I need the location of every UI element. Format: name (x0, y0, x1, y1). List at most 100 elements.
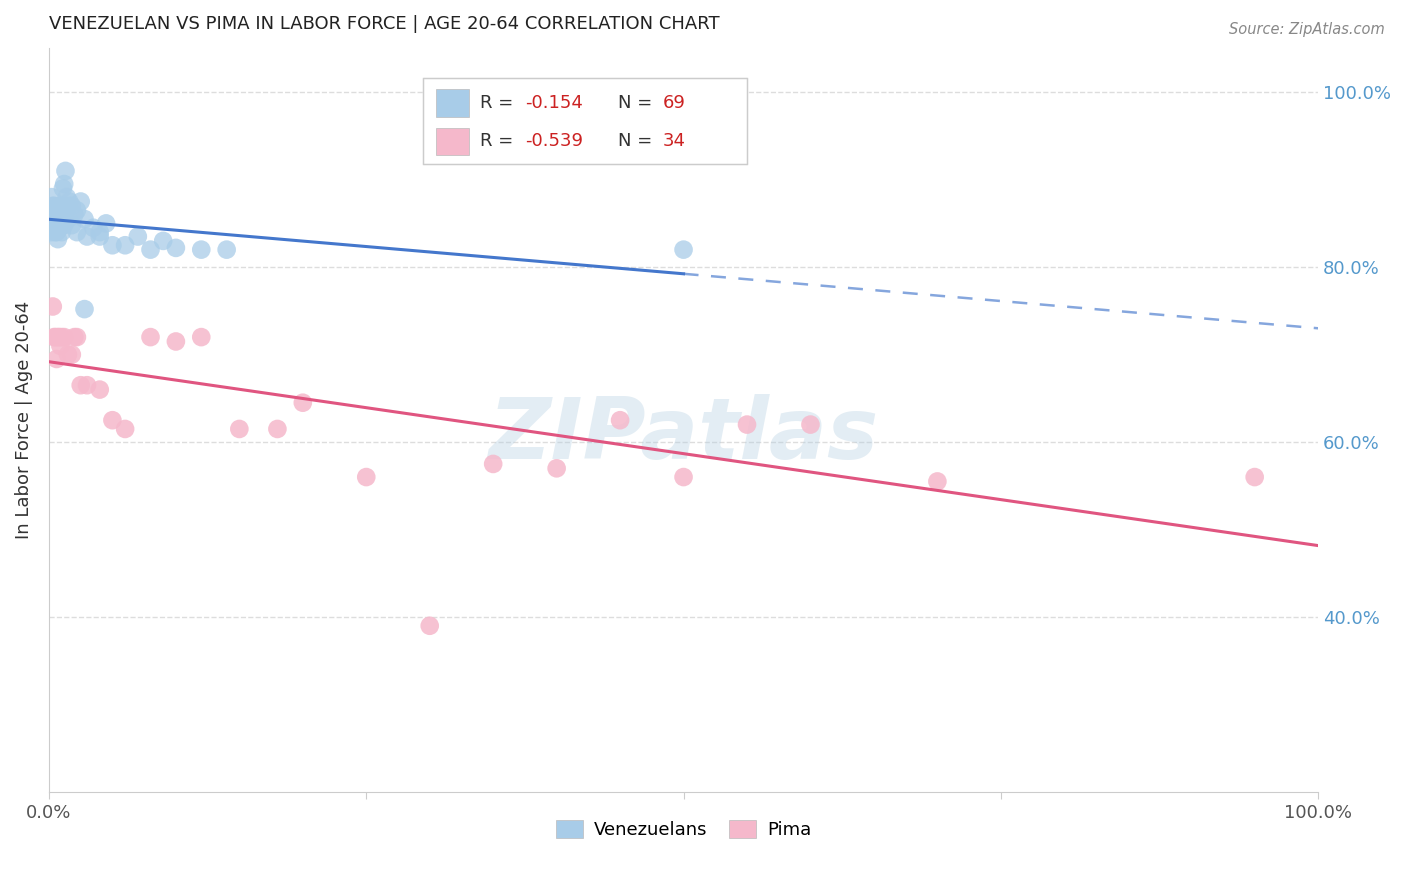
Point (419, 619, 441, 633)
Point (139, 330, 162, 344)
Point (42, 216, 65, 230)
Point (52, 181, 75, 195)
Point (228, 422, 250, 436)
Point (82, 220, 104, 235)
Point (66, 330, 89, 344)
Point (49, 339, 72, 353)
Point (56, 348, 79, 362)
Point (45, 351, 67, 366)
Point (672, 243, 695, 257)
Point (39, 212, 62, 227)
Point (42, 208, 65, 222)
Point (42, 212, 65, 227)
Text: Source: ZipAtlas.com: Source: ZipAtlas.com (1229, 22, 1385, 37)
Point (44, 225, 66, 239)
Point (46, 223, 69, 237)
Point (45, 210, 67, 224)
Point (152, 234, 174, 248)
Point (46, 211, 69, 226)
Point (1243, 470, 1265, 484)
Point (101, 238, 124, 252)
Point (42, 330, 65, 344)
Point (51, 225, 73, 239)
Legend: Venezuelans, Pima: Venezuelans, Pima (548, 813, 818, 847)
Point (53, 218, 76, 232)
Point (51, 199, 73, 213)
Point (44, 203, 66, 218)
Point (56, 212, 79, 227)
Point (45, 220, 67, 235)
Point (53, 330, 76, 344)
Point (101, 413, 124, 427)
Point (127, 229, 149, 244)
Point (114, 422, 136, 436)
Point (44, 210, 66, 224)
Point (69, 378, 91, 392)
Point (190, 243, 212, 257)
Point (89, 225, 111, 239)
Point (190, 330, 212, 344)
Point (42, 206, 65, 220)
Point (46, 201, 69, 215)
Text: ZIPatlas: ZIPatlas (488, 393, 879, 476)
Point (44, 330, 66, 344)
Point (41, 190, 63, 204)
Point (73, 302, 96, 317)
Point (114, 238, 136, 252)
Point (42, 199, 65, 213)
Point (46, 232, 69, 246)
Point (49, 203, 72, 218)
Point (927, 475, 949, 489)
Point (48, 199, 70, 213)
Point (56, 199, 79, 213)
Point (48, 212, 70, 227)
Point (139, 243, 162, 257)
Point (41, 214, 63, 228)
Point (49, 214, 72, 228)
Point (41, 225, 63, 239)
Point (48, 330, 70, 344)
Point (58, 194, 80, 209)
Point (76, 229, 98, 244)
Point (45, 225, 67, 239)
Point (39, 212, 62, 227)
Point (69, 194, 91, 209)
Text: VENEZUELAN VS PIMA IN LABOR FORCE | AGE 20-64 CORRELATION CHART: VENEZUELAN VS PIMA IN LABOR FORCE | AGE … (49, 15, 720, 33)
Point (546, 461, 568, 475)
Point (266, 422, 288, 436)
Point (356, 470, 378, 484)
Point (48, 220, 70, 235)
Point (66, 203, 89, 218)
Point (55, 190, 77, 204)
Point (609, 413, 631, 427)
Point (735, 417, 758, 432)
Point (89, 229, 111, 244)
Point (89, 383, 111, 397)
Point (44, 212, 66, 227)
Point (45, 201, 67, 215)
Point (42, 300, 65, 314)
Point (42, 199, 65, 213)
Point (42, 210, 65, 224)
Point (42, 214, 65, 228)
Point (291, 395, 314, 409)
Point (63, 330, 86, 344)
Point (51, 212, 73, 227)
Point (165, 241, 187, 255)
Point (51, 330, 73, 344)
Point (66, 225, 89, 239)
Point (482, 457, 505, 471)
Point (46, 330, 69, 344)
Point (53, 177, 76, 191)
Point (49, 216, 72, 230)
Point (60, 218, 83, 232)
Y-axis label: In Labor Force | Age 20-64: In Labor Force | Age 20-64 (15, 301, 32, 540)
Point (165, 334, 187, 349)
Point (42, 220, 65, 235)
Point (73, 212, 96, 227)
Point (60, 199, 83, 213)
Point (94, 216, 117, 230)
Point (672, 470, 695, 484)
Point (39, 220, 62, 235)
Point (215, 243, 238, 257)
